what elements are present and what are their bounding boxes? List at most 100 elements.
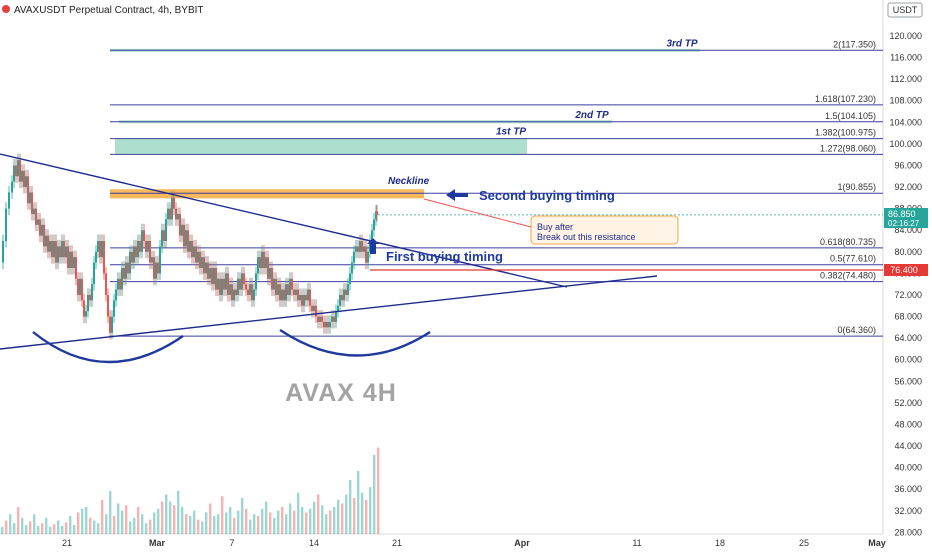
candle-body — [103, 241, 105, 274]
time-tick-label: 25 — [799, 538, 809, 548]
candle-body — [283, 289, 285, 301]
volume-bar — [249, 519, 252, 534]
candle-body — [259, 257, 261, 268]
volume-bar — [173, 505, 176, 534]
volume-bar — [81, 508, 84, 534]
candle-body — [295, 289, 297, 295]
time-axis[interactable]: 21 Mar 7 14 21 Apr 11 18 25 May — [62, 538, 886, 548]
candle-body — [231, 284, 233, 301]
candle-body — [245, 284, 247, 290]
candle-body — [251, 284, 253, 301]
volume-bar — [369, 487, 372, 534]
volume-bar — [105, 514, 108, 534]
candle-body — [375, 211, 377, 220]
candle-body — [61, 241, 63, 258]
candle-body — [361, 241, 363, 252]
volume-bar — [49, 526, 52, 534]
candle-body — [376, 211, 378, 215]
candle-body — [357, 246, 359, 252]
volume-bar — [113, 516, 116, 534]
price-tick-label: 52.000 — [894, 398, 922, 408]
candle-body — [189, 241, 191, 252]
candle-body — [335, 311, 337, 322]
candle-body — [81, 278, 83, 301]
price-tick-label: 72.000 — [894, 290, 922, 300]
candle-body — [271, 267, 273, 290]
price-tick-label: 104.000 — [889, 117, 922, 127]
volume-bar — [77, 512, 80, 534]
volume-bar — [17, 507, 20, 534]
candle-body — [233, 289, 235, 301]
candle-body — [323, 321, 325, 328]
price-tick-label: 36.000 — [894, 484, 922, 494]
candle-body — [371, 230, 373, 242]
candle-body — [199, 251, 201, 268]
candle-body — [177, 214, 179, 220]
price-tick-label: 112.000 — [890, 74, 922, 84]
candle-body — [57, 246, 59, 263]
avax-logo-icon — [2, 5, 10, 13]
price-tick-label: 80.000 — [894, 247, 922, 257]
price-tick-label: 84.000 — [894, 225, 922, 235]
candle-body — [137, 241, 139, 258]
candle-body — [93, 262, 95, 285]
volume-bar — [373, 454, 376, 534]
candle-body — [269, 267, 271, 279]
candle-body — [265, 257, 267, 268]
volume-bar — [349, 480, 352, 534]
volume-bar — [65, 522, 68, 534]
candle-body — [173, 197, 175, 209]
volume-bar — [45, 517, 48, 534]
candle-body — [161, 230, 163, 247]
candle-body — [113, 300, 115, 317]
volume-bar — [297, 492, 300, 534]
candle-body — [67, 246, 69, 268]
candle-body — [285, 284, 287, 301]
candle-body — [165, 219, 167, 242]
volume-bar — [245, 508, 248, 534]
volume-bar — [85, 507, 88, 534]
volume-bar — [361, 492, 364, 534]
candle-body — [363, 246, 365, 252]
candle-body — [341, 294, 343, 301]
candle-body — [147, 241, 149, 252]
candle-body — [79, 278, 81, 295]
candle-body — [225, 273, 227, 290]
volume-bar — [193, 510, 196, 534]
volume-bar — [129, 521, 132, 534]
candle-body — [293, 289, 295, 295]
candle-body — [347, 284, 349, 295]
candle-body — [215, 267, 217, 290]
volume-bar — [309, 508, 312, 534]
price-tick-label: 68.000 — [894, 312, 922, 322]
last-price: 86.850 — [888, 209, 916, 219]
candle-body — [65, 246, 67, 258]
currency-button[interactable] — [887, 2, 923, 18]
first-buy-label: First buying timing — [386, 249, 503, 264]
volume-bar — [281, 507, 284, 534]
price-axis[interactable]: 120.000 116.000 112.000 108.000 104.000 100.0… — [889, 31, 922, 537]
volume-bar — [189, 516, 192, 534]
volume-bar — [217, 514, 220, 534]
volume-bar — [1, 526, 4, 534]
price-tick-label: 60.000 — [894, 355, 922, 365]
time-tick-label: 18 — [715, 538, 725, 548]
candle-body — [343, 289, 345, 301]
price-tick-label: 64.000 — [894, 333, 922, 343]
volume-bar — [33, 514, 36, 534]
candle-body — [87, 294, 89, 312]
candle-body — [89, 294, 91, 301]
volume-bar — [37, 525, 40, 534]
volume-bar — [305, 512, 308, 534]
time-tick-label: Mar — [149, 538, 166, 548]
volume-bar — [333, 507, 336, 534]
annotations: Neckline Second buying timing First buyi… — [367, 176, 679, 264]
price-tick-label: 44.000 — [894, 441, 922, 451]
candle-body — [195, 246, 197, 263]
watermark: AVAX 4H — [285, 379, 397, 407]
candle-body — [263, 251, 265, 268]
volume-bar — [329, 510, 332, 534]
volume-bar — [177, 490, 180, 534]
